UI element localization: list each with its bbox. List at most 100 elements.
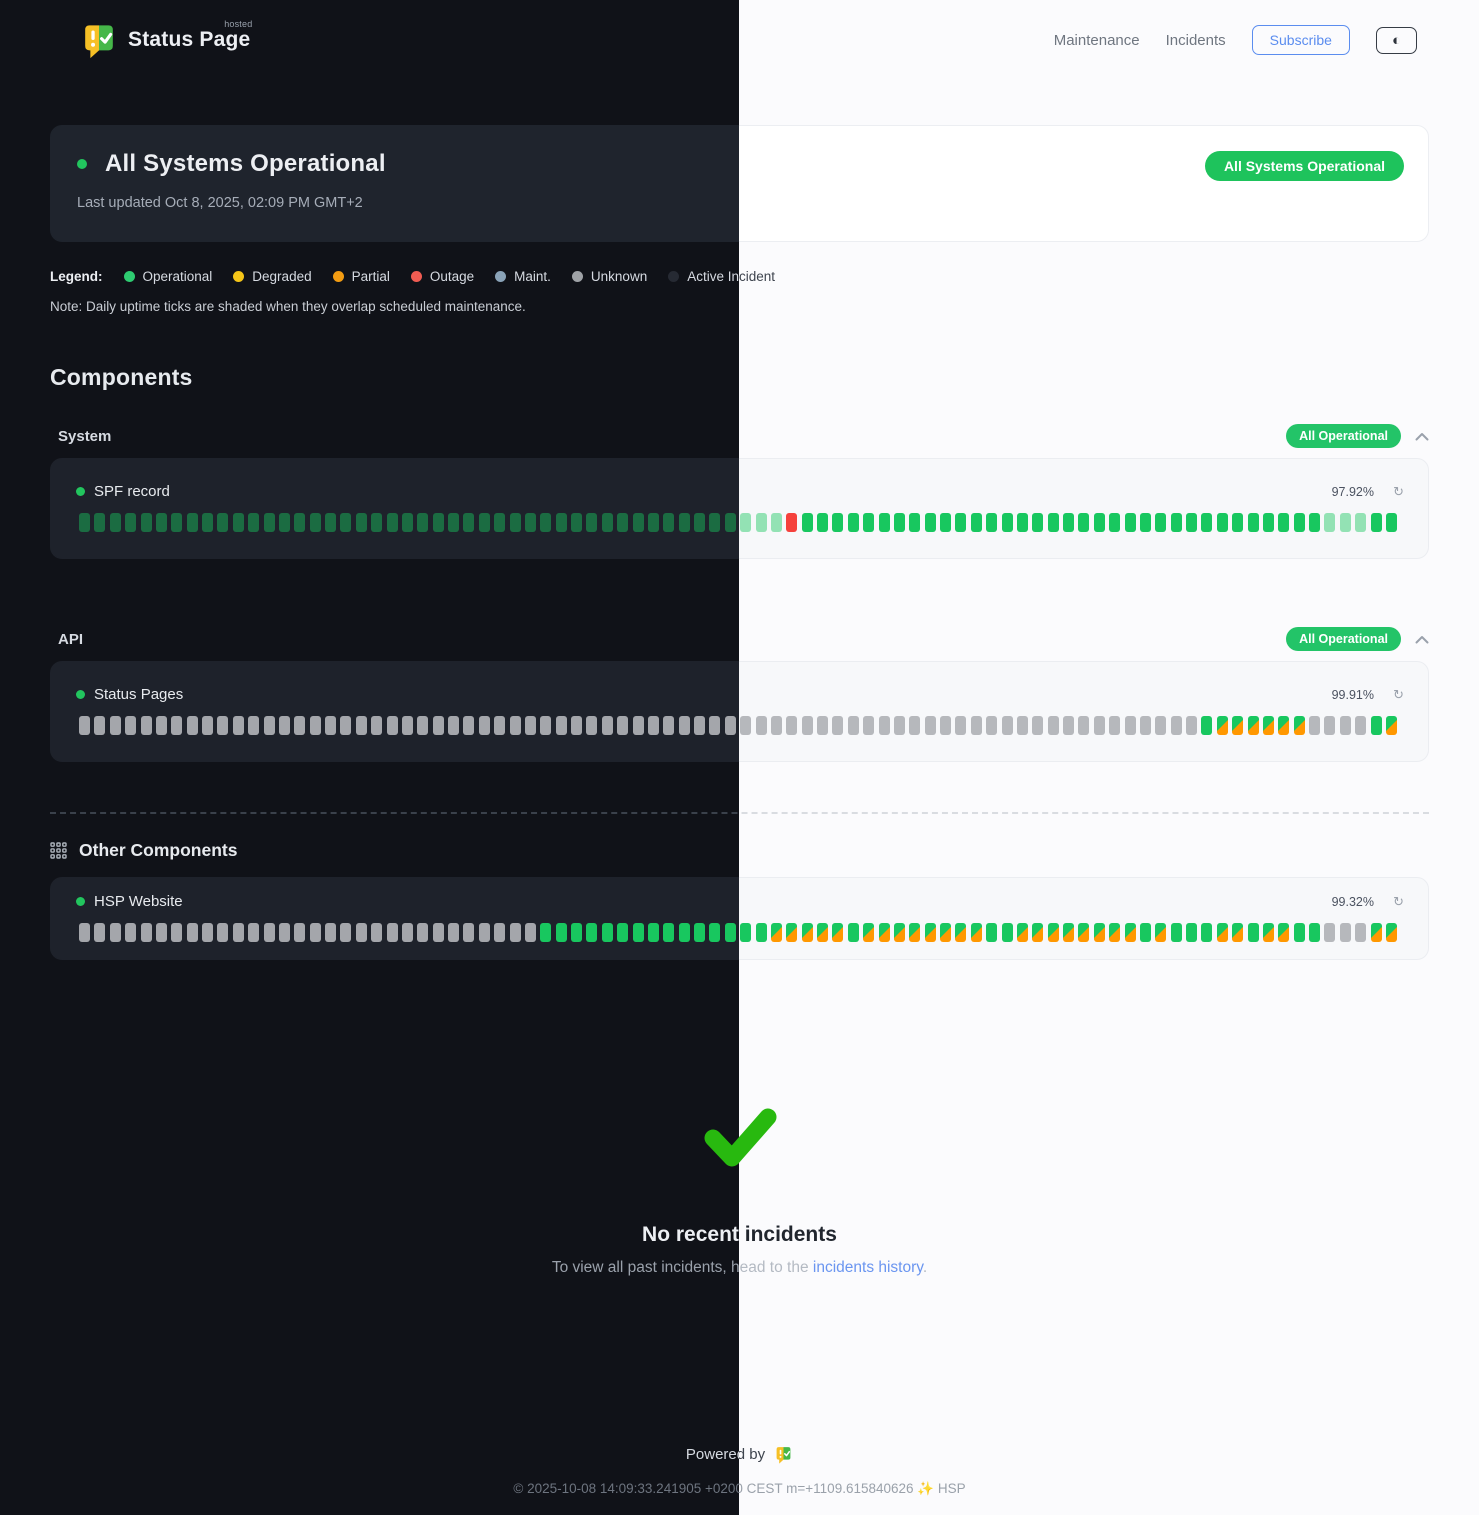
chevron-up-icon[interactable]	[1415, 635, 1429, 644]
legend: Legend: Operational Degraded Partial Out…	[739, 269, 1429, 284]
grid-icon	[50, 842, 67, 859]
footer: Powered by © 2025-10-08 14:09:33.241905 …	[739, 1445, 1429, 1497]
uptime-tick	[79, 923, 90, 942]
uptime-tick	[601, 513, 613, 532]
uptime-tick	[448, 716, 459, 735]
uptime-tick-row	[76, 716, 739, 735]
uptime-tick	[571, 923, 582, 942]
uptime-tick	[847, 716, 859, 735]
component-status-dot	[76, 487, 85, 496]
uptime-tick	[632, 923, 644, 942]
no-incidents-subtitle: To view all past incidents, head to the …	[50, 1259, 739, 1277]
uptime-tick	[617, 513, 629, 532]
uptime-tick	[125, 923, 137, 942]
uptime-tick	[617, 923, 629, 942]
uptime-tick	[463, 513, 475, 532]
theme-toggle-button[interactable]: ◐	[1375, 26, 1417, 54]
uptime-tick	[1001, 923, 1013, 942]
uptime-tick	[817, 513, 828, 532]
uptime-tick	[463, 923, 475, 942]
uptime-tick	[494, 513, 506, 532]
uptime-tick	[770, 716, 782, 735]
component-name: Status Pages	[94, 686, 184, 703]
dashed-divider	[50, 812, 739, 814]
uptime-tick	[448, 923, 459, 942]
group-header-api[interactable]: API All Operational	[50, 627, 739, 651]
uptime-tick	[755, 513, 767, 532]
uptime-tick	[709, 513, 721, 532]
nav-maintenance[interactable]: Maintenance	[1053, 31, 1140, 49]
no-incidents-section: No recent incidents To view all past inc…	[739, 1108, 1429, 1277]
uptime-tick	[555, 923, 567, 942]
header: Status Page hosted Maintenance Incidents…	[0, 0, 739, 80]
uptime-tick	[1262, 513, 1274, 532]
uptime-tick	[1016, 923, 1028, 942]
uptime-tick	[248, 513, 260, 532]
uptime-tick	[109, 716, 121, 735]
powered-by: Powered by	[686, 1445, 739, 1464]
uptime-tick	[140, 513, 152, 532]
uptime-tick	[232, 923, 244, 942]
refresh-icon[interactable]: ↻	[1393, 893, 1404, 909]
status-page-logo-icon-small	[776, 1447, 791, 1464]
uptime-tick	[94, 923, 106, 942]
uptime-tick	[509, 716, 521, 735]
uptime-tick	[263, 716, 275, 735]
uptime-tick	[1139, 513, 1151, 532]
component-card-status-pages: Status Pages 99.91% ↻	[739, 661, 1429, 762]
uptime-tick	[325, 716, 336, 735]
uptime-tick	[278, 923, 290, 942]
uptime-tick	[1309, 716, 1320, 735]
no-incidents-title: No recent incidents	[50, 1223, 739, 1247]
uptime-tick	[940, 513, 951, 532]
uptime-tick	[847, 513, 859, 532]
uptime-tick	[1139, 923, 1151, 942]
subscribe-button[interactable]: Subscribe	[1251, 25, 1350, 55]
banner-title: All Systems Operational	[105, 150, 386, 177]
group-header-api[interactable]: API All Operational	[739, 627, 1429, 651]
uptime-tick-row	[739, 513, 1400, 532]
nav-incidents[interactable]: Incidents	[1165, 31, 1226, 49]
refresh-icon[interactable]: ↻	[1393, 686, 1404, 702]
uptime-tick	[340, 923, 352, 942]
uptime-tick	[232, 716, 244, 735]
uptime-tick	[955, 716, 967, 735]
legend-item-maint: Maint.	[495, 269, 551, 284]
refresh-icon[interactable]: ↻	[1393, 483, 1404, 499]
brand-logo[interactable]: Status Page hosted	[80, 19, 252, 59]
uptime-tick	[909, 513, 921, 532]
uptime-tick	[893, 923, 905, 942]
group-header-system[interactable]: System All Operational	[739, 424, 1429, 448]
outage-dot	[410, 271, 422, 282]
uptime-tick	[371, 716, 383, 735]
header: Status Page hosted Maintenance Incidents…	[739, 0, 1479, 80]
uptime-tick	[755, 716, 767, 735]
uptime-tick	[263, 513, 275, 532]
page-content: All Systems Operational Last updated Oct…	[739, 125, 1479, 1497]
chevron-up-icon[interactable]	[1415, 432, 1429, 441]
uptime-tick	[1170, 716, 1182, 735]
uptime-tick	[909, 716, 921, 735]
uptime-tick	[309, 513, 321, 532]
uptime-tick	[770, 513, 782, 532]
uptime-tick	[1262, 716, 1274, 735]
uptime-tick	[970, 716, 982, 735]
uptime-tick	[1001, 513, 1013, 532]
other-components-title: Other Components	[79, 840, 238, 860]
group-header-system[interactable]: System All Operational	[50, 424, 739, 448]
uptime-tick	[371, 513, 383, 532]
uptime-tick	[217, 923, 229, 942]
uptime-tick	[740, 923, 752, 942]
uptime-tick	[940, 923, 951, 942]
uptime-tick	[586, 716, 598, 735]
uptime-tick	[217, 716, 229, 735]
component-card-hsp-website: HSP Website 99.32% ↻	[50, 877, 739, 960]
uptime-tick	[786, 923, 798, 942]
incidents-history-link[interactable]: incidents history	[812, 1259, 923, 1276]
uptime-tick	[278, 513, 290, 532]
uptime-tick	[924, 513, 936, 532]
uptime-tick	[401, 923, 413, 942]
uptime-tick	[678, 716, 690, 735]
legend-label: Legend:	[50, 269, 103, 284]
uptime-tick	[1355, 716, 1367, 735]
